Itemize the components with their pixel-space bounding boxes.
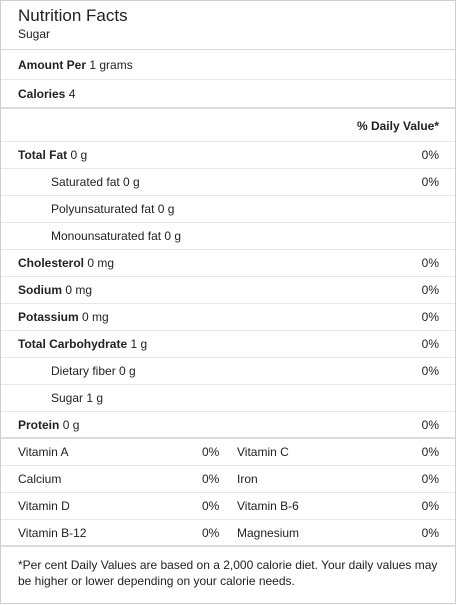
nutrient-row-saturated-fat: Saturated fat 0 g 0%	[1, 169, 455, 196]
vitamin-pct: 0%	[421, 526, 439, 540]
nutrient-row-sodium: Sodium 0 mg 0%	[1, 277, 455, 304]
vitamin-row: Vitamin A 0% Vitamin C 0%	[1, 439, 455, 466]
nutrient-row-protein: Protein 0 g 0%	[1, 412, 455, 439]
daily-value-header: % Daily Value*	[1, 109, 455, 142]
nutrient-pct: 0%	[421, 418, 439, 432]
nutrient-label: Potassium	[18, 310, 79, 324]
vitamin-name: Vitamin A	[18, 445, 69, 459]
nutrient-amount: 1 g	[130, 337, 148, 351]
amount-per-row: Amount Per 1 grams	[1, 50, 455, 80]
vitamin-pct: 0%	[421, 445, 439, 459]
vitamin-name: Vitamin D	[18, 499, 70, 513]
nutrient-label: Cholesterol	[18, 256, 85, 270]
nutrient-pct: 0%	[421, 148, 439, 162]
vitamin-row: Calcium 0% Iron 0%	[1, 466, 455, 493]
vitamin-name: Vitamin B-6	[237, 499, 299, 513]
nutrient-label: Dietary fiber 0 g	[51, 364, 136, 378]
nutrient-amount: 0 mg	[82, 310, 109, 324]
nutrient-amount: 0 mg	[65, 283, 93, 297]
nutrient-pct: 0%	[421, 283, 439, 297]
nutrient-row-cholesterol: Cholesterol 0 mg 0%	[1, 250, 455, 277]
vitamin-name: Iron	[237, 472, 258, 486]
nutrient-pct: 0%	[421, 175, 439, 189]
calories-row: Calories 4	[1, 80, 455, 109]
food-name: Sugar	[18, 27, 51, 41]
nutrient-label: Total Carbohydrate	[18, 337, 128, 351]
nutrient-amount: 0 g	[62, 418, 80, 432]
daily-value-footnote: *Per cent Daily Values are based on a 2,…	[18, 558, 438, 588]
nutrient-row-polyunsaturated-fat: Polyunsaturated fat 0 g	[1, 196, 455, 223]
vitamin-name: Vitamin C	[237, 445, 289, 459]
panel-title: Nutrition Facts	[18, 6, 128, 25]
amount-per-label: Amount Per	[18, 58, 87, 72]
nutrient-row-monounsaturated-fat: Monounsaturated fat 0 g	[1, 223, 455, 250]
nutrient-row-potassium: Potassium 0 mg 0%	[1, 304, 455, 331]
vitamin-row: Vitamin B-12 0% Magnesium 0%	[1, 520, 455, 547]
vitamin-pct: 0%	[202, 526, 220, 540]
calories-label: Calories	[18, 87, 66, 101]
nutrient-label: Sugar 1 g	[51, 391, 104, 405]
nutrient-amount: 0 g	[70, 148, 88, 162]
daily-value-header-label: % Daily Value*	[356, 119, 439, 133]
nutrient-pct: 0%	[421, 364, 439, 378]
vitamin-name: Magnesium	[237, 526, 300, 540]
nutrient-label: Saturated fat 0 g	[51, 175, 140, 189]
vitamin-pct: 0%	[421, 499, 439, 513]
vitamin-row: Vitamin D 0% Vitamin B-6 0%	[1, 493, 455, 520]
nutrient-label: Monounsaturated fat 0 g	[51, 229, 182, 243]
vitamin-pct: 0%	[421, 472, 439, 486]
nutrient-label: Total Fat	[18, 148, 68, 162]
nutrient-pct: 0%	[421, 256, 439, 270]
nutrient-row-sugar: Sugar 1 g	[1, 385, 455, 412]
vitamin-pct: 0%	[202, 499, 220, 513]
nutrient-amount: 0 mg	[87, 256, 115, 270]
nutrient-pct: 0%	[421, 310, 439, 324]
calories-value: 4	[68, 87, 76, 101]
nutrient-label: Polyunsaturated fat 0 g	[51, 202, 175, 216]
nutrient-row-total-carbohydrate: Total Carbohydrate 1 g 0%	[1, 331, 455, 358]
vitamin-pct: 0%	[202, 472, 220, 486]
nutrient-label: Sodium	[18, 283, 62, 297]
vitamin-name: Vitamin B-12	[18, 526, 87, 540]
nutrient-row-total-fat: Total Fat 0 g 0%	[1, 142, 455, 169]
vitamin-name: Calcium	[18, 472, 62, 486]
nutrient-row-dietary-fiber: Dietary fiber 0 g 0%	[1, 358, 455, 385]
nutrition-header: Nutrition Facts Sugar	[1, 1, 455, 50]
amount-per-value: 1 grams	[89, 58, 133, 72]
nutrient-pct: 0%	[421, 337, 439, 351]
vitamin-pct: 0%	[202, 445, 220, 459]
nutrient-label: Protein	[18, 418, 60, 432]
